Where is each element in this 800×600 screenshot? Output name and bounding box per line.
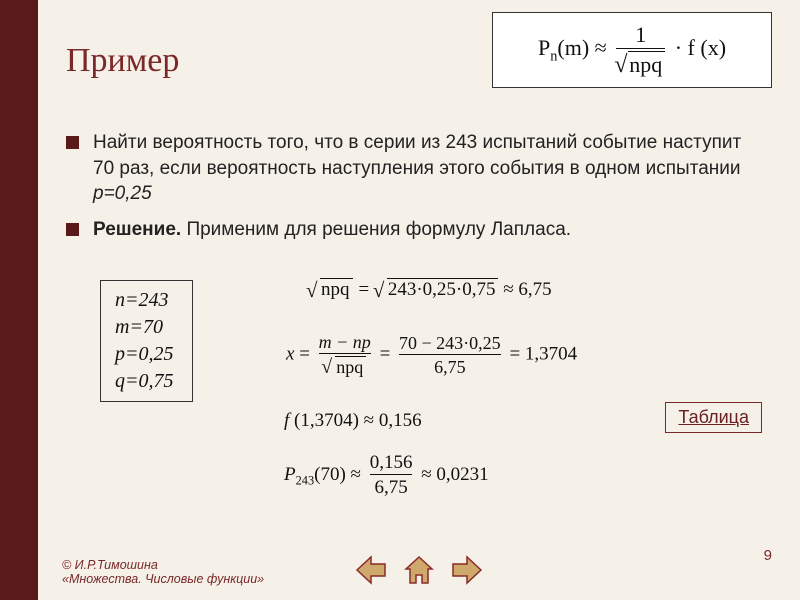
radicand: npq xyxy=(628,51,665,78)
rad-rhs: 243·0,25·0,75 xyxy=(387,278,499,301)
given-n: n=243 xyxy=(115,287,174,314)
sqrt-result: ≈ 6,75 xyxy=(498,279,551,300)
nav-home-button[interactable] xyxy=(403,555,435,590)
den1: npq xyxy=(319,353,371,378)
x-result: = 1,3704 xyxy=(509,343,577,364)
formula-fraction: 1 npq xyxy=(616,22,665,78)
eq-sign: = xyxy=(294,343,314,364)
bullet-item: Найти вероятность того, что в серии из 2… xyxy=(66,130,766,207)
rad-lhs: npq xyxy=(320,278,353,301)
main-formula: Pn(m) ≈ 1 npq · f (x) xyxy=(538,22,726,78)
footer: © И.Р.Тимошина «Множества. Числовые функ… xyxy=(62,558,264,586)
den2: 6,75 xyxy=(399,354,501,378)
res-num: 0,156 xyxy=(370,452,413,474)
calc-x: x = m − np npq = 70 − 243·0,25 6,75 = 1,… xyxy=(286,332,746,378)
page-number: 9 xyxy=(764,547,772,564)
footer-title: «Множества. Числовые функции» xyxy=(62,572,264,586)
eq-sign: = xyxy=(353,279,375,300)
main-formula-box: Pn(m) ≈ 1 npq · f (x) xyxy=(492,12,772,88)
sqrt-icon: 243·0,25·0,75 xyxy=(375,278,499,301)
calc-f: f (1,3704) ≈ 0,156 xyxy=(284,410,422,432)
problem-statement: Найти вероятность того, что в серии из 2… xyxy=(93,132,741,179)
footer-author: © И.Р.Тимошина xyxy=(62,558,264,572)
bullet-text-2: Решение. Применим для решения формулу Ла… xyxy=(93,217,571,243)
frac-num: 1 xyxy=(616,22,665,48)
result-fraction: 0,156 6,75 xyxy=(370,452,413,499)
sqrt-icon: npq xyxy=(308,278,353,301)
x-fraction-1: m − np npq xyxy=(319,332,371,378)
bullet-icon xyxy=(66,223,79,236)
solution-text: Применим для решения формулу Лапласа. xyxy=(181,219,571,240)
bullet-item: Решение. Применим для решения формулу Ла… xyxy=(66,217,766,243)
nav-prev-button[interactable] xyxy=(355,555,387,590)
nav-buttons xyxy=(355,555,483,590)
approx-sign: ≈ xyxy=(595,35,607,60)
given-q: q=0,75 xyxy=(115,368,174,395)
given-values-box: n=243 m=70 p=0,25 q=0,75 xyxy=(100,280,193,402)
arrow-right-icon xyxy=(451,555,483,585)
problem-p-value: p=0,25 xyxy=(93,183,152,204)
calc-result: P243(70) ≈ 0,156 6,75 ≈ 0,0231 xyxy=(284,452,489,499)
slide: Пример Pn(m) ≈ 1 npq · f (x) Найти вероя… xyxy=(38,0,800,600)
content-area: Найти вероятность того, что в серии из 2… xyxy=(66,130,766,253)
arrow-left-icon xyxy=(355,555,387,585)
formula-arg: (m) xyxy=(557,35,589,60)
given-p: p=0,25 xyxy=(115,341,174,368)
frac-den: npq xyxy=(616,48,665,78)
nav-next-button[interactable] xyxy=(451,555,483,590)
given-m: m=70 xyxy=(115,314,174,341)
bullet-text-1: Найти вероятность того, что в серии из 2… xyxy=(93,130,766,207)
num2: 70 − 243·0,25 xyxy=(399,333,501,354)
slide-title: Пример xyxy=(66,42,179,80)
P-arg: (70) ≈ xyxy=(314,464,366,485)
den1-rad: npq xyxy=(335,356,366,378)
formula-tail: · f (x) xyxy=(675,35,726,60)
final-result: ≈ 0,0231 xyxy=(421,464,488,485)
f-value: (1,3704) ≈ 0,156 xyxy=(294,410,422,431)
table-link[interactable]: Таблица xyxy=(665,402,762,433)
res-den: 6,75 xyxy=(370,474,413,499)
P-letter: P xyxy=(284,464,296,485)
x-fraction-2: 70 − 243·0,25 6,75 xyxy=(399,333,501,378)
calc-sqrt-npq: npq = 243·0,25·0,75 ≈ 6,75 xyxy=(308,278,552,301)
solution-label: Решение. xyxy=(93,219,181,240)
bullet-icon xyxy=(66,136,79,149)
num1: m − np xyxy=(319,332,371,353)
formula-P: P xyxy=(538,35,550,60)
home-icon xyxy=(403,555,435,585)
sqrt-icon: npq xyxy=(616,51,665,78)
sqrt-icon: npq xyxy=(323,356,366,378)
sidebar-strip xyxy=(0,0,38,600)
P-sub: 243 xyxy=(296,474,315,488)
eq-sign: = xyxy=(380,343,395,364)
